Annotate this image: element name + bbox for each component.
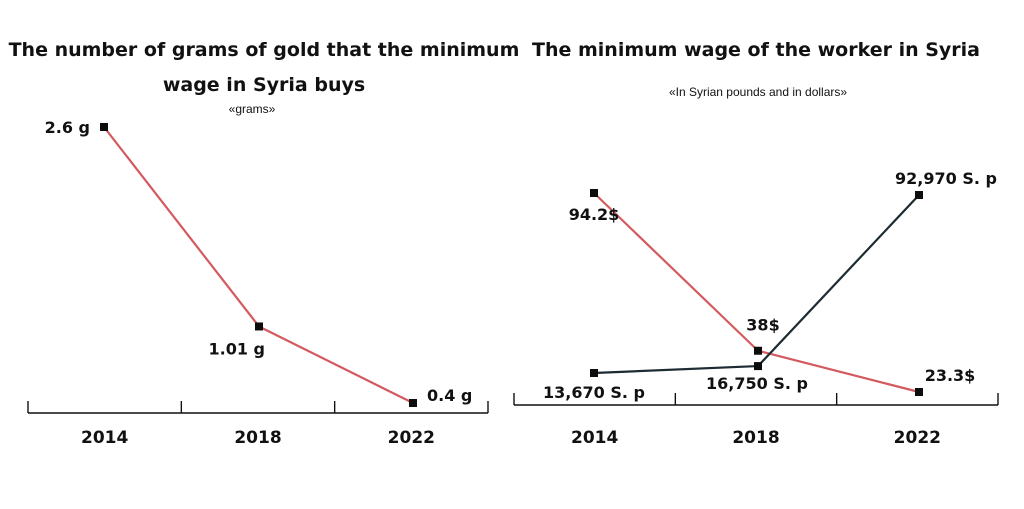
data-point-marker — [255, 322, 263, 331]
data-label: 92,970 S. p — [895, 169, 997, 188]
data-point-marker — [754, 362, 762, 371]
x-tick-label: 2014 — [81, 428, 128, 448]
chart-title-line-2: wage in Syria buys — [163, 74, 365, 96]
x-tick-labels: 2014 2018 2022 — [81, 428, 435, 448]
series-layer: 94.2$ 38$ 23.3$ 13,670 S. p 16,750 S. p 92,97… — [543, 169, 997, 402]
minimum-wage-chart: The minimum wage of the worker in Syria … — [513, 39, 999, 448]
chart-title: The minimum wage of the worker in Syria — [532, 39, 980, 61]
series-line — [593, 194, 920, 375]
data-point-marker — [409, 399, 417, 407]
data-label: 23.3$ — [925, 366, 976, 385]
x-tick-label: 2022 — [894, 428, 941, 448]
data-point-marker — [915, 388, 923, 396]
data-point-marker — [754, 346, 762, 355]
data-label: 16,750 S. p — [706, 374, 808, 393]
chart-title-line-1: The number of grams of gold that the min… — [9, 39, 520, 61]
data-label: 38$ — [746, 316, 779, 335]
data-label: 1.01 g — [209, 339, 266, 358]
x-tick-label: 2018 — [732, 428, 779, 448]
x-tick-label: 2018 — [234, 428, 281, 448]
series-layer: 2.6 g 1.01 g 0.4 g — [45, 118, 472, 407]
data-point-marker — [590, 369, 598, 377]
x-axis — [27, 401, 489, 414]
data-label: 0.4 g — [427, 386, 472, 405]
series-line — [103, 126, 414, 404]
data-point-marker — [590, 189, 598, 197]
x-tick-label: 2014 — [571, 428, 618, 448]
data-label: 94.2$ — [569, 205, 620, 224]
data-point-marker — [915, 191, 923, 199]
gold-grams-chart: The number of grams of gold that the min… — [9, 39, 520, 448]
chart-subtitle: «grams» — [229, 102, 276, 116]
data-point-marker — [100, 123, 108, 131]
data-label: 2.6 g — [45, 118, 90, 137]
data-label: 13,670 S. p — [543, 383, 645, 402]
x-tick-labels: 2014 2018 2022 — [571, 428, 941, 448]
x-tick-label: 2022 — [388, 428, 435, 448]
chart-subtitle: «In Syrian pounds and in dollars» — [669, 85, 847, 99]
x-axis — [513, 393, 999, 406]
